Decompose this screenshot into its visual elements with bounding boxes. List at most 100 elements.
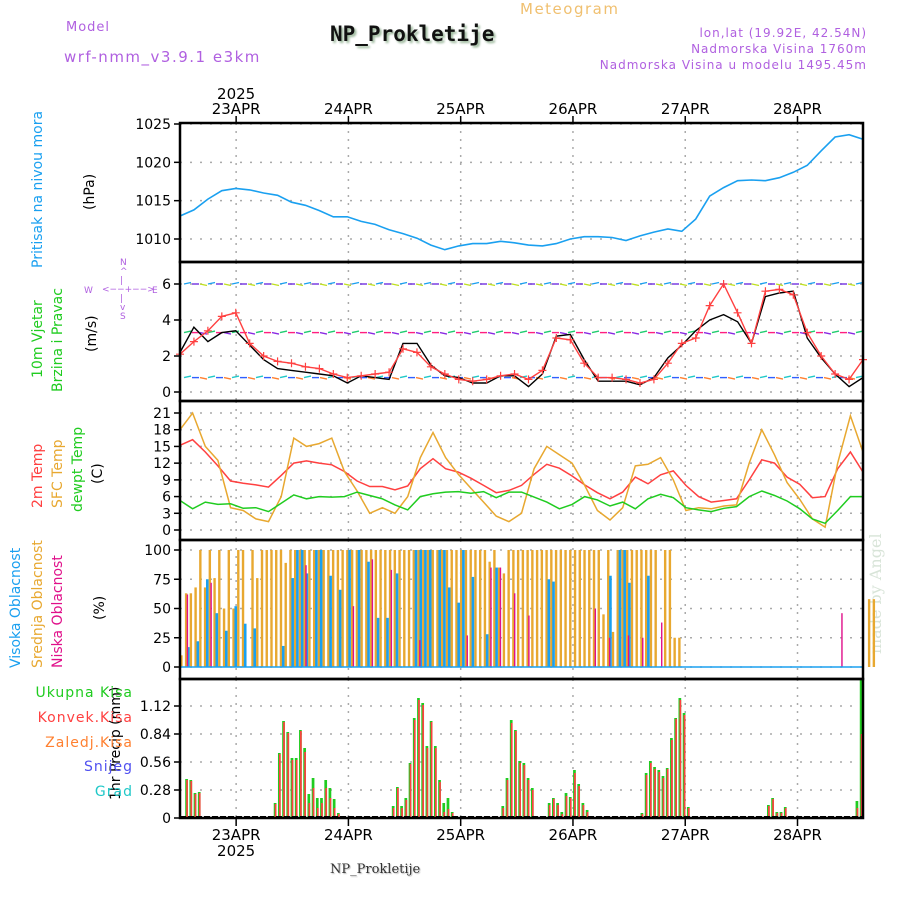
precip-bar-konvek-kisa [426,748,429,818]
precip-bar-konvek-kisa [333,808,336,818]
wind-gust-marker [301,362,310,371]
wind-gust-marker [635,379,644,387]
precip-bar-konvek-kisa [548,805,551,818]
cloud-bar-srednja [350,550,354,667]
cloud-bar-srednja [374,550,378,667]
cloud-bar-visoka [618,550,622,667]
wind-gust-marker [329,370,338,378]
day-label-top: 28APR [773,100,822,118]
precip-bar-ukupna-kisa [762,817,766,818]
cloud-bar-srednja [455,550,458,667]
precip-bar-ukupna-kisa [438,780,441,818]
cloud-bar-srednja [426,550,430,667]
wind-barb [735,281,744,285]
precip-bar-konvek-kisa [687,808,690,818]
cloud-bar-srednja [422,550,425,667]
precip-bar-konvek-kisa [295,760,298,818]
cloud-bar-visoka [414,550,418,667]
wind-barb [631,331,640,335]
precip-bar-ukupna-kisa [320,798,323,818]
cloud-bar-visoka [395,573,399,667]
wind-barb [679,376,688,380]
wind-barb [439,283,448,287]
precip-bar-konvek-kisa [784,808,787,818]
clouds-panel-frame [178,538,865,681]
precip-bar-ukupna-kisa [311,778,315,818]
precip-bar-ukupna-kisa [788,816,791,818]
precip-bar-ukupna-kisa [332,799,336,818]
cloud-bar-srednja [284,562,287,667]
cloud-bar-srednja [431,550,434,667]
precip-bar-ukupna-kisa [315,798,319,818]
cloud-bar-niska [642,637,644,667]
wind-barb [367,283,376,287]
precip-panel-frame [178,677,865,820]
cloud-bar-visoka [205,579,209,667]
wind-barb [687,330,696,334]
cloud-bar-srednja [512,550,515,667]
cloud-bar-srednja [621,550,624,667]
cloud-bar-srednja [640,550,643,667]
cloud-bar-visoka [338,589,342,667]
precip-bar-konvek-kisa [190,781,193,818]
cloud-bar-srednja [460,550,463,667]
wind-barb [231,330,240,334]
precip-bar-konvek-kisa [392,808,395,818]
cloud-bar-srednja [559,550,563,667]
cloud-bar-srednja [516,550,520,667]
cloud-bar-visoka [609,575,612,667]
sfctemp-title: SFC Temp [50,439,66,508]
wind-barb [375,375,384,379]
wind-barb [751,283,760,287]
precip-bar-konvek-kisa [519,763,521,818]
cloud-bar-srednja [251,550,254,667]
precip-bar-ukupna-kisa [400,806,403,818]
wind-speed-speed-black [179,290,864,388]
cloud-bar-srednja [550,550,553,667]
legend-freezing-rain: Zaledj.Kisa [45,735,133,751]
cloud-bar-srednja [607,550,610,667]
wind-gust-marker [733,308,742,317]
cloud-bar-srednja [308,550,311,667]
station-title: NP_Prokletije [330,22,495,46]
wind-barb [519,281,528,285]
cloud-bar-srednja [493,550,496,667]
wind-barb [279,330,288,334]
wind-gust-marker [859,355,867,364]
precip-bar-ukupna-kisa [290,758,294,818]
cloud-bar-visoka [471,576,475,667]
wind-gust-marker [426,362,435,371]
temp-line-sfc-temp [179,411,864,529]
day-label-bottom: 24APR [324,826,373,844]
wind-barb [783,375,792,379]
cloud-bar-srednja [227,550,231,667]
precip-bar-ukupna-kisa [661,776,665,818]
wind-gust-marker [399,344,408,353]
high-cloud-title: Visoka Oblacnost [8,547,24,668]
wind-gust-marker [761,287,770,296]
wind-barb [247,376,256,380]
wind-gust-marker [691,334,700,342]
wind-barb [495,281,504,285]
coordinates: lon,lat (19.92E, 42.54N) [699,26,867,40]
precip-bar-ukupna-kisa [514,730,517,818]
wind-barb [255,330,264,334]
cloud-bar-srednja [654,550,657,667]
precip-bar-ukupna-kisa [307,794,311,818]
wind-barb [207,330,216,334]
precip-bar-ukupna-kisa [518,761,521,818]
wind-barb [607,376,616,380]
temp-line-2m-temp [179,438,864,503]
wind-barb [775,331,784,335]
mid-cloud-title: Srednja Oblacnost [30,540,46,668]
wind-barb [279,281,288,285]
cloud-bar-srednja [312,550,316,667]
cloud-bar-srednja [327,550,330,667]
precip-bar-konvek-kisa [776,813,779,818]
y-tick-label: 0 [162,660,171,676]
cloud-bar-niska [528,615,530,667]
precip-bar-konvek-kisa [789,817,791,818]
cloud-bar-srednja [222,608,226,667]
precip-bar-konvek-kisa [430,722,433,818]
precip-bar-ukupna-kisa [412,718,416,818]
